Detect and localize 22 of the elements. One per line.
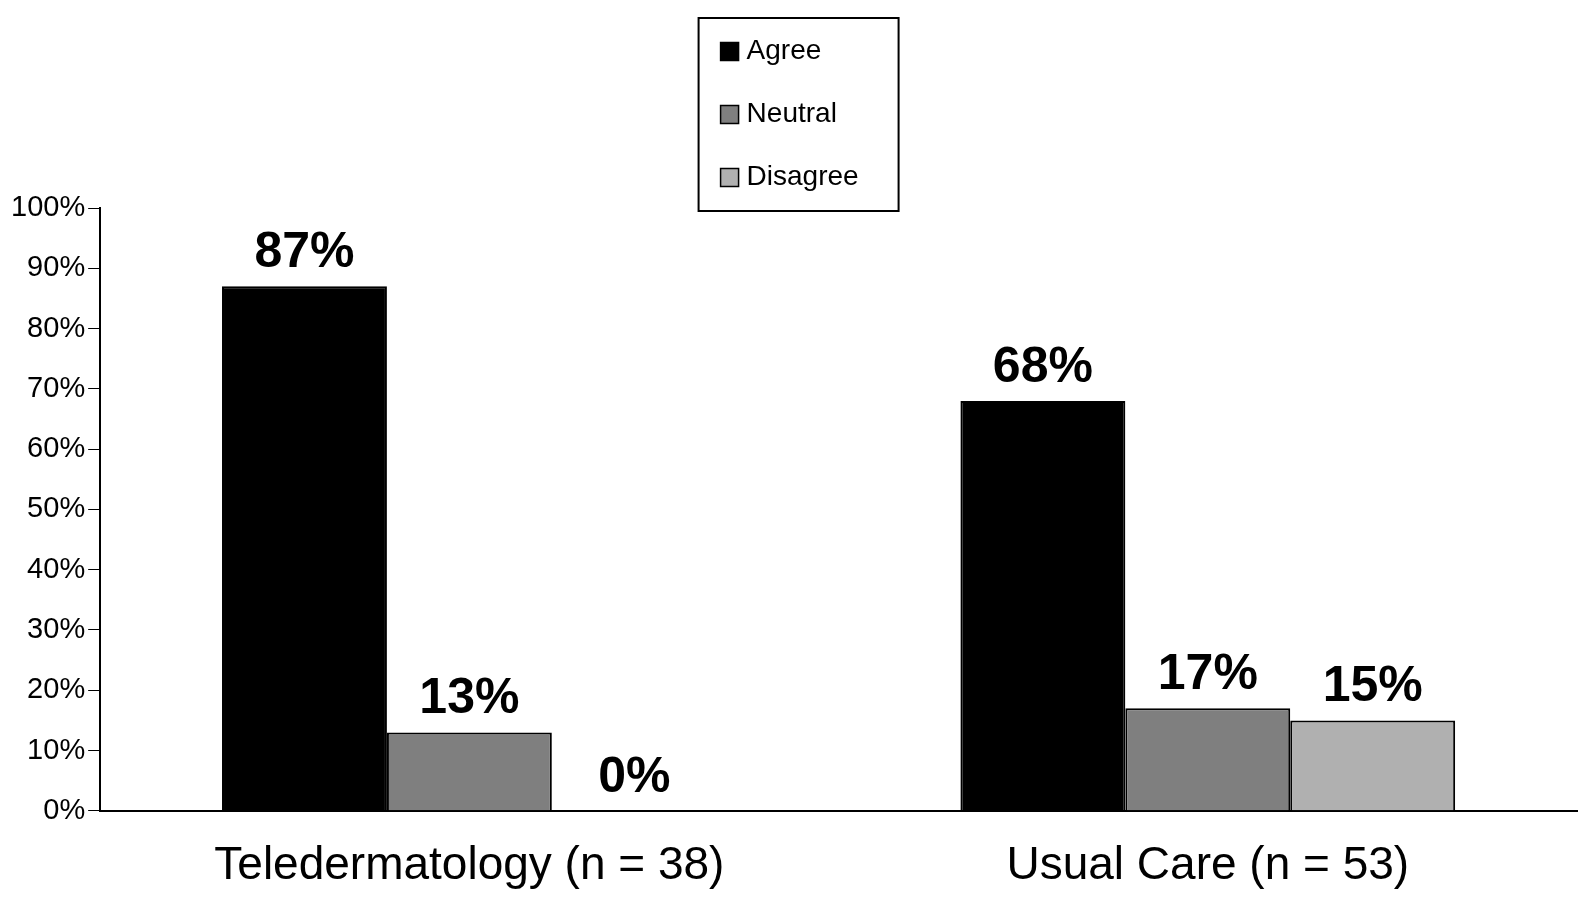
legend-label: Disagree — [746, 160, 859, 192]
x-tick-label: Teledermatology (n = 38) — [214, 837, 725, 890]
text: 68% — [992, 336, 1093, 393]
y-tick-label: 70% — [27, 370, 86, 403]
y-tick-label: 100% — [11, 190, 86, 222]
x-tick-label: Usual Care (n = 53) — [1006, 837, 1410, 890]
legend-label: Agree — [746, 34, 822, 66]
y-tick-label: 30% — [27, 611, 86, 644]
text: 0% — [598, 746, 671, 803]
text: 17% — [1157, 644, 1258, 701]
text: 15% — [1322, 656, 1423, 713]
legend-label: Neutral — [746, 97, 837, 129]
text: 87% — [254, 222, 355, 279]
y-tick-label: 40% — [27, 551, 86, 584]
text: 13% — [419, 668, 520, 725]
y-tick-label: 10% — [27, 732, 86, 765]
y-tick-label: 0% — [43, 792, 86, 825]
y-tick-label: 60% — [27, 431, 86, 464]
y-tick-label: 80% — [27, 310, 86, 343]
y-tick-label: 50% — [27, 491, 86, 524]
y-tick-label: 90% — [27, 250, 86, 283]
y-tick-label: 20% — [27, 672, 86, 705]
